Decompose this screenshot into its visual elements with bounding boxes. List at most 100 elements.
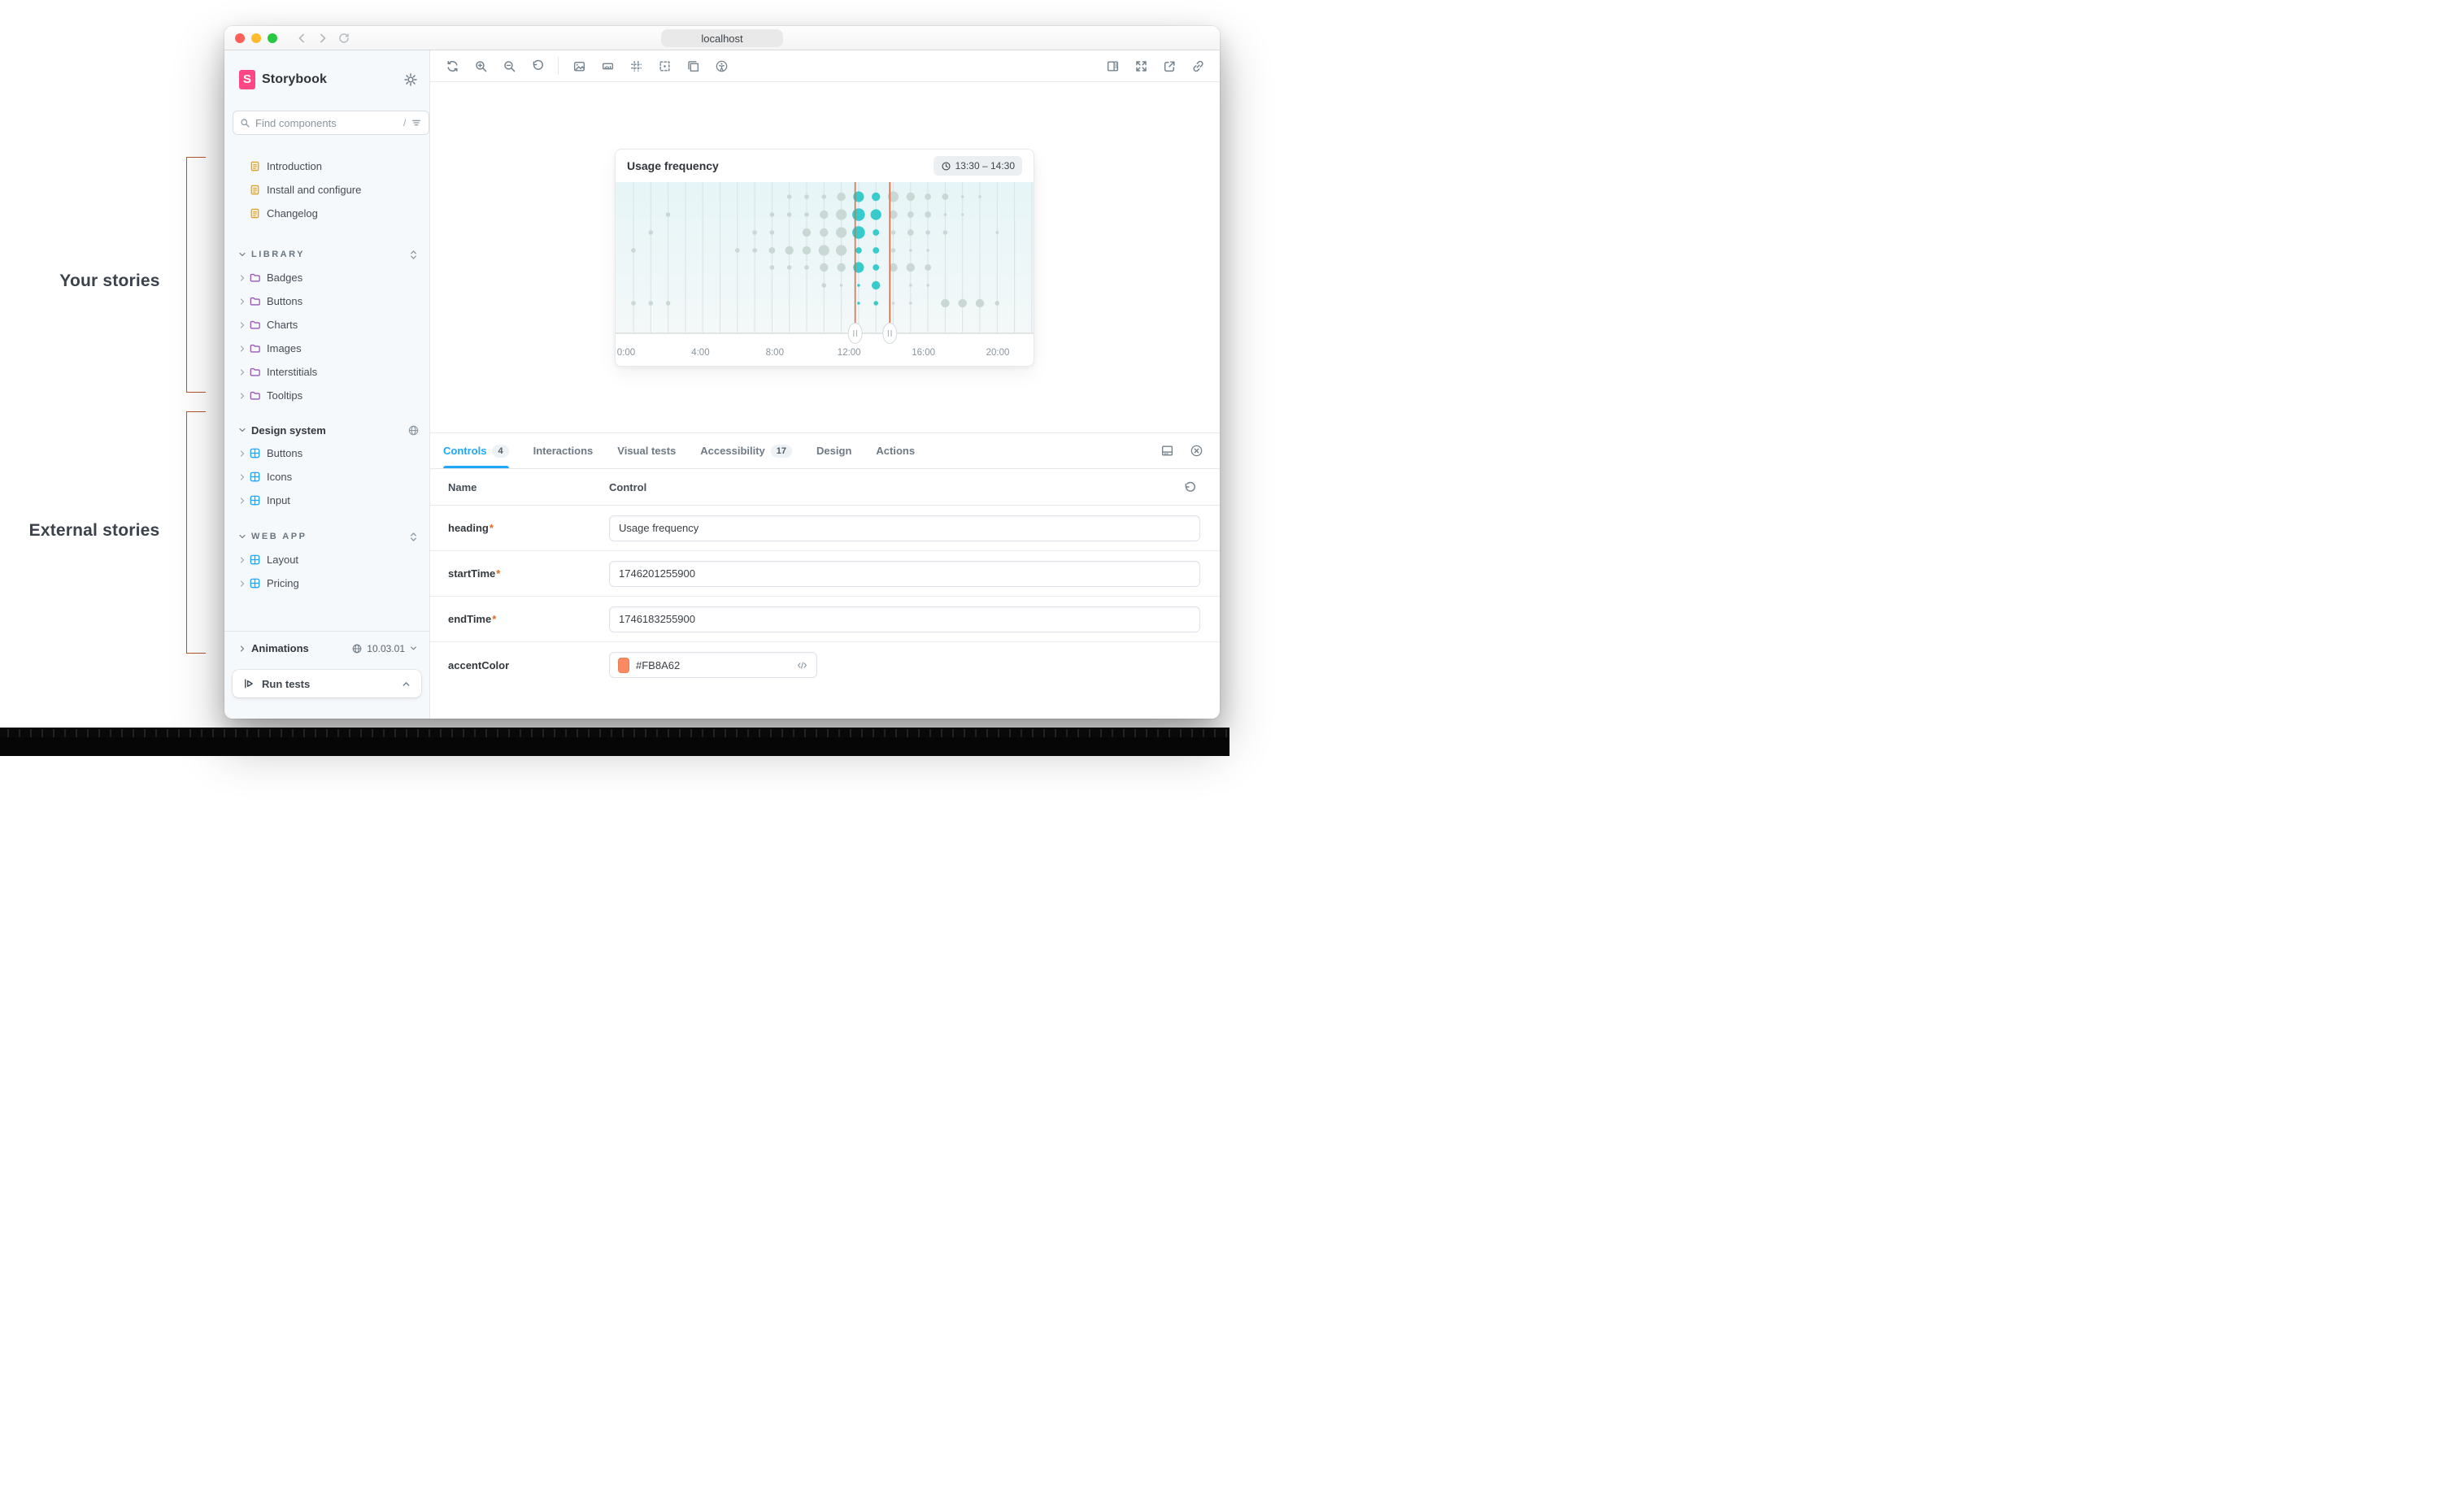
raw-value-icon[interactable] xyxy=(796,659,808,671)
toggle-panel-button[interactable] xyxy=(1102,55,1123,76)
back-arrow-icon[interactable] xyxy=(295,32,308,45)
sidebar-component-input[interactable]: Input xyxy=(224,489,429,512)
open-external-button[interactable] xyxy=(1159,55,1180,76)
tab-label: Visual tests xyxy=(617,445,677,457)
close-panel-button[interactable] xyxy=(1186,441,1207,462)
close-window-button[interactable] xyxy=(235,33,245,43)
panel-position-button[interactable] xyxy=(1156,441,1177,462)
endtime-input[interactable] xyxy=(609,606,1200,632)
close-icon xyxy=(1190,444,1203,458)
sidebar-component-icons[interactable]: Icons xyxy=(224,465,429,489)
viewports-button[interactable] xyxy=(682,55,703,76)
forward-arrow-icon[interactable] xyxy=(316,32,329,45)
chevron-right-icon xyxy=(237,273,247,283)
control-name: accentColor xyxy=(448,658,510,671)
fullscreen-button[interactable] xyxy=(1130,55,1151,76)
folder-icon xyxy=(249,295,261,307)
tab-actions[interactable]: Actions xyxy=(876,433,915,468)
accentcolor-picker[interactable]: #FB8A62 xyxy=(609,652,817,678)
annotation-bracket-your-stories xyxy=(186,157,206,393)
sidebar-folder-badges[interactable]: Badges xyxy=(224,266,429,289)
screenshot-stage: Your stories External stories localhost … xyxy=(0,0,1230,756)
document-icon xyxy=(249,207,261,219)
address-bar[interactable]: localhost xyxy=(661,29,783,47)
color-swatch[interactable] xyxy=(618,657,629,673)
expand-collapse-icon[interactable] xyxy=(407,531,420,543)
section-library[interactable]: LIBRARY xyxy=(224,243,429,266)
expand-collapse-icon[interactable] xyxy=(407,249,420,261)
remount-button[interactable] xyxy=(442,55,463,76)
globe-icon xyxy=(407,424,420,437)
filter-icon[interactable] xyxy=(411,117,422,128)
measure-button[interactable] xyxy=(597,55,618,76)
chevron-right-icon xyxy=(237,367,247,377)
zoom-out-button[interactable] xyxy=(498,55,520,76)
outline-button[interactable] xyxy=(654,55,675,76)
control-name: endTime* xyxy=(448,613,497,625)
sidebar-item-animations[interactable]: Animations 10.03.01 xyxy=(224,637,429,660)
minimize-window-button[interactable] xyxy=(251,33,261,43)
run-tests-button[interactable]: Run tests xyxy=(233,670,421,697)
tab-accessibility[interactable]: Accessibility 17 xyxy=(700,433,793,468)
chevron-right-icon xyxy=(237,579,247,589)
background-icon xyxy=(572,59,586,73)
sidebar-folder-interstitials[interactable]: Interstitials xyxy=(224,360,429,384)
sidebar-folder-buttons[interactable]: Buttons xyxy=(224,289,429,313)
component-icon xyxy=(249,494,261,506)
sidebar-folder-charts[interactable]: Charts xyxy=(224,313,429,337)
svg-text:4:00: 4:00 xyxy=(691,348,709,358)
starttime-input[interactable] xyxy=(609,560,1200,587)
section-label: LIBRARY xyxy=(251,250,305,259)
reload-icon[interactable] xyxy=(337,32,350,45)
storybook-sidebar: S Storybook / xyxy=(224,50,461,719)
group-design-system[interactable]: Design system xyxy=(224,419,429,441)
svg-text:8:00: 8:00 xyxy=(766,348,784,358)
sidebar-item-label: Interstitials xyxy=(267,366,318,378)
sidebar-item-changelog[interactable]: Changelog xyxy=(224,202,429,225)
reset-controls-button[interactable] xyxy=(1179,476,1200,497)
tab-label: Actions xyxy=(876,445,916,457)
copy-link-button[interactable] xyxy=(1187,55,1208,76)
panel-bottom-icon xyxy=(1160,444,1174,458)
sidebar-component-layout[interactable]: Layout xyxy=(224,548,429,571)
sidebar-item-label: Badges xyxy=(267,272,303,284)
svg-text:12:00: 12:00 xyxy=(838,348,861,358)
accessibility-button[interactable] xyxy=(711,55,732,76)
search-input[interactable] xyxy=(255,116,398,129)
sidebar-component-buttons[interactable]: Buttons xyxy=(224,441,429,465)
version-label: 10.03.01 xyxy=(367,642,405,654)
grid-icon xyxy=(629,59,643,73)
document-icon xyxy=(249,160,261,172)
tab-design[interactable]: Design xyxy=(816,433,851,468)
usage-frequency-chart[interactable]: 0:00 4:00 8:00 12:00 16:00 20:00 xyxy=(616,182,1034,366)
zoom-out-icon xyxy=(503,59,516,73)
chevron-up-icon[interactable] xyxy=(401,679,411,689)
sidebar-folder-images[interactable]: Images xyxy=(224,337,429,360)
background-button[interactable] xyxy=(568,55,590,76)
zoom-reset-button[interactable] xyxy=(527,55,548,76)
zoom-in-button[interactable] xyxy=(470,55,491,76)
sidebar-item-introduction[interactable]: Introduction xyxy=(224,154,429,178)
browser-window: localhost S Storybook / xyxy=(224,26,1220,719)
sidebar-tree: Introduction Install and configure Chang… xyxy=(224,154,429,631)
section-web-app[interactable]: WEB APP xyxy=(224,525,429,548)
tab-controls[interactable]: Controls 4 xyxy=(443,433,509,468)
chevron-down-icon[interactable] xyxy=(409,644,418,653)
svg-text:0:00: 0:00 xyxy=(617,348,635,358)
fullscreen-icon xyxy=(1134,59,1148,73)
sidebar-item-install-and-configure[interactable]: Install and configure xyxy=(224,178,429,202)
tab-visual-tests[interactable]: Visual tests xyxy=(617,433,676,468)
tab-interactions[interactable]: Interactions xyxy=(533,433,594,468)
control-row-accentcolor: accentColor #FB8A62 xyxy=(430,642,1220,688)
search-input-wrap[interactable]: / xyxy=(233,111,430,135)
sidebar-item-label: Input xyxy=(267,494,290,506)
control-name: startTime* xyxy=(448,567,501,580)
sidebar-folder-tooltips[interactable]: Tooltips xyxy=(224,384,429,407)
heading-input[interactable] xyxy=(609,515,1200,541)
brand-title: Storybook xyxy=(262,72,328,86)
zoom-window-button[interactable] xyxy=(268,33,277,43)
gear-icon[interactable] xyxy=(403,72,418,87)
run-tests-icon xyxy=(242,677,255,690)
sidebar-component-pricing[interactable]: Pricing xyxy=(224,571,429,595)
grid-button[interactable] xyxy=(625,55,646,76)
